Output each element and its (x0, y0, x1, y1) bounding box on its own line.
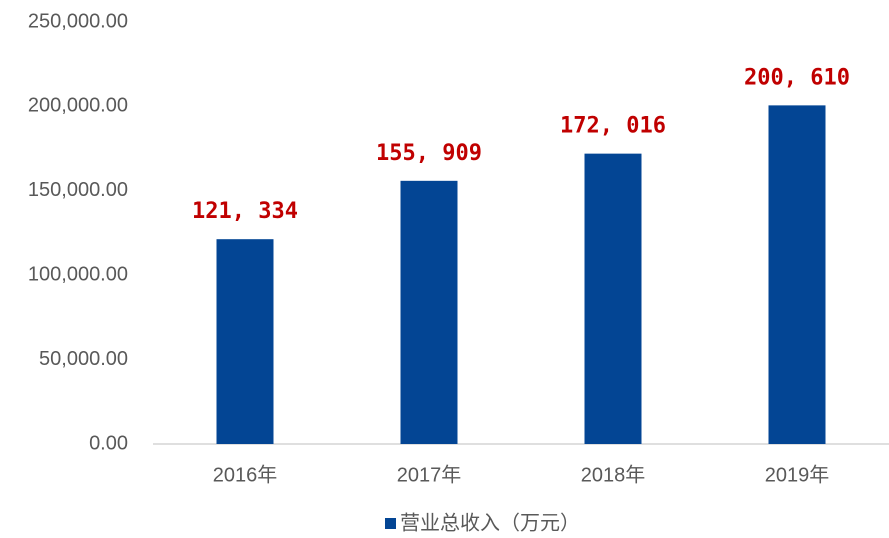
value-label: 155, 909 (376, 141, 482, 166)
y-tick-label: 50,000.00 (39, 348, 128, 370)
legend-swatch (385, 518, 396, 529)
bar (768, 105, 826, 444)
y-tick-label: 250,000.00 (28, 10, 128, 32)
x-tick-label: 2019年 (765, 463, 830, 486)
bar (584, 153, 642, 444)
legend-label: 营业总收入（万元） (400, 511, 580, 534)
y-tick-label: 100,000.00 (28, 263, 128, 285)
y-tick-label: 150,000.00 (28, 179, 128, 201)
value-label: 121, 334 (192, 199, 298, 224)
x-tick-label: 2018年 (581, 463, 646, 486)
bar (216, 239, 274, 444)
x-tick-label: 2016年 (213, 463, 278, 486)
value-label: 172, 016 (560, 114, 666, 139)
y-tick-label: 0.00 (89, 432, 128, 454)
bar (400, 180, 458, 444)
y-tick-label: 200,000.00 (28, 95, 128, 117)
value-label: 200, 610 (744, 65, 850, 90)
x-tick-label: 2017年 (397, 463, 462, 486)
